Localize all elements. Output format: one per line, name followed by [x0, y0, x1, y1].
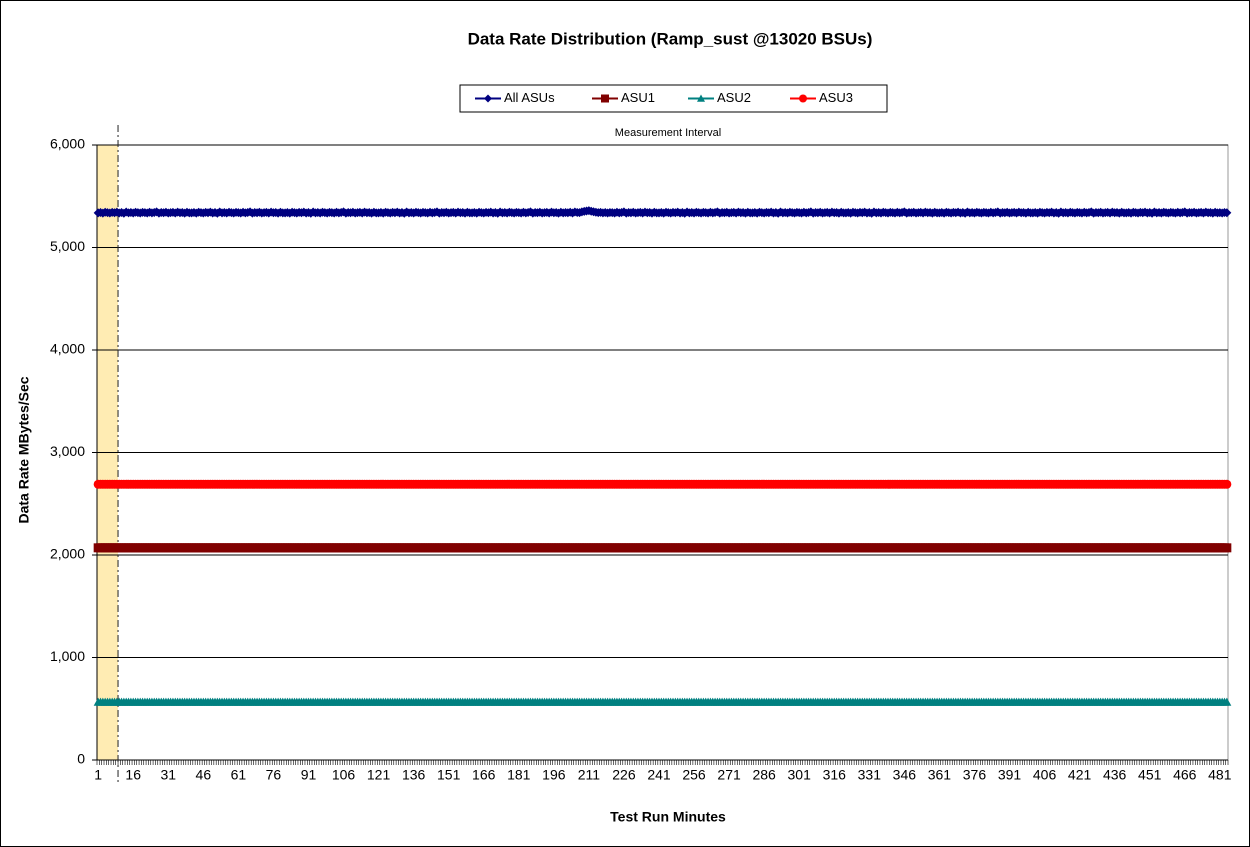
- y-tick-label: 6,000: [50, 136, 85, 152]
- series: [93, 543, 1232, 553]
- legend-label: ASU1: [621, 90, 655, 105]
- x-tick-label: 421: [1068, 767, 1092, 783]
- data-point: [1222, 479, 1232, 489]
- data-point: [1222, 697, 1232, 706]
- x-tick-label: 361: [928, 767, 952, 783]
- legend: All ASUs ASU1 ASU2 ASU3: [459, 84, 888, 113]
- x-tick-label: 316: [823, 767, 847, 783]
- x-tick-label: 61: [231, 767, 247, 783]
- legend-marker: [484, 94, 492, 103]
- x-tick-label: 271: [717, 767, 741, 783]
- x-tick-label: 151: [437, 767, 461, 783]
- measurement-interval-label: Measurement Interval: [615, 127, 721, 139]
- x-tick-label: 466: [1173, 767, 1197, 783]
- x-tick-label: 376: [963, 767, 987, 783]
- y-tick-label: 5,000: [50, 238, 85, 254]
- legend-label: ASU3: [819, 90, 853, 105]
- y-tick-label: 0: [77, 751, 85, 767]
- legend-marker: [697, 94, 705, 102]
- x-tick-label: 481: [1208, 767, 1232, 783]
- x-tick-label: 301: [788, 767, 812, 783]
- y-tick-label: 2,000: [50, 546, 85, 562]
- series: [93, 697, 1232, 706]
- y-tick-label: 1,000: [50, 648, 85, 664]
- x-tick-label: 166: [472, 767, 496, 783]
- x-tick-label: 241: [647, 767, 671, 783]
- x-tick-label: 16: [125, 767, 141, 783]
- x-tick-label: 451: [1138, 767, 1162, 783]
- y-axis-title: Data Rate MBytes/Sec: [16, 376, 32, 523]
- x-tick-label: 46: [196, 767, 212, 783]
- x-tick-label: 121: [367, 767, 391, 783]
- x-tick-label: 286: [752, 767, 776, 783]
- x-tick-label: 331: [858, 767, 882, 783]
- x-tick-label: 346: [893, 767, 917, 783]
- series: [93, 479, 1232, 489]
- data-point: [1222, 208, 1232, 218]
- legend-label: All ASUs: [504, 90, 555, 105]
- x-tick-label: 1: [94, 767, 102, 783]
- x-tick-label: 181: [507, 767, 531, 783]
- x-tick-label: 91: [301, 767, 317, 783]
- chart-title: Data Rate Distribution (Ramp_sust @13020…: [468, 29, 873, 48]
- x-tick-marks: [96, 760, 1229, 765]
- x-tick-label: 391: [998, 767, 1022, 783]
- x-tick-label: 256: [682, 767, 706, 783]
- x-tick-label: 226: [612, 767, 636, 783]
- legend-label: ASU2: [717, 90, 751, 105]
- x-axis-title: Test Run Minutes: [610, 809, 726, 825]
- legend-marker: [799, 94, 807, 103]
- x-tick-label: 106: [332, 767, 356, 783]
- x-tick-label: 76: [266, 767, 282, 783]
- series: [93, 206, 1232, 218]
- legend-marker: [601, 94, 609, 103]
- x-tick-label: 211: [578, 767, 601, 783]
- x-tick-label: 196: [542, 767, 566, 783]
- data-point: [1222, 543, 1232, 553]
- x-tick-label: 136: [402, 767, 426, 783]
- y-tick-label: 4,000: [50, 341, 85, 357]
- y-tick-label: 3,000: [50, 443, 85, 459]
- x-tick-label: 436: [1103, 767, 1127, 783]
- x-tick-label: 406: [1033, 767, 1057, 783]
- x-tick-label: 31: [160, 767, 176, 783]
